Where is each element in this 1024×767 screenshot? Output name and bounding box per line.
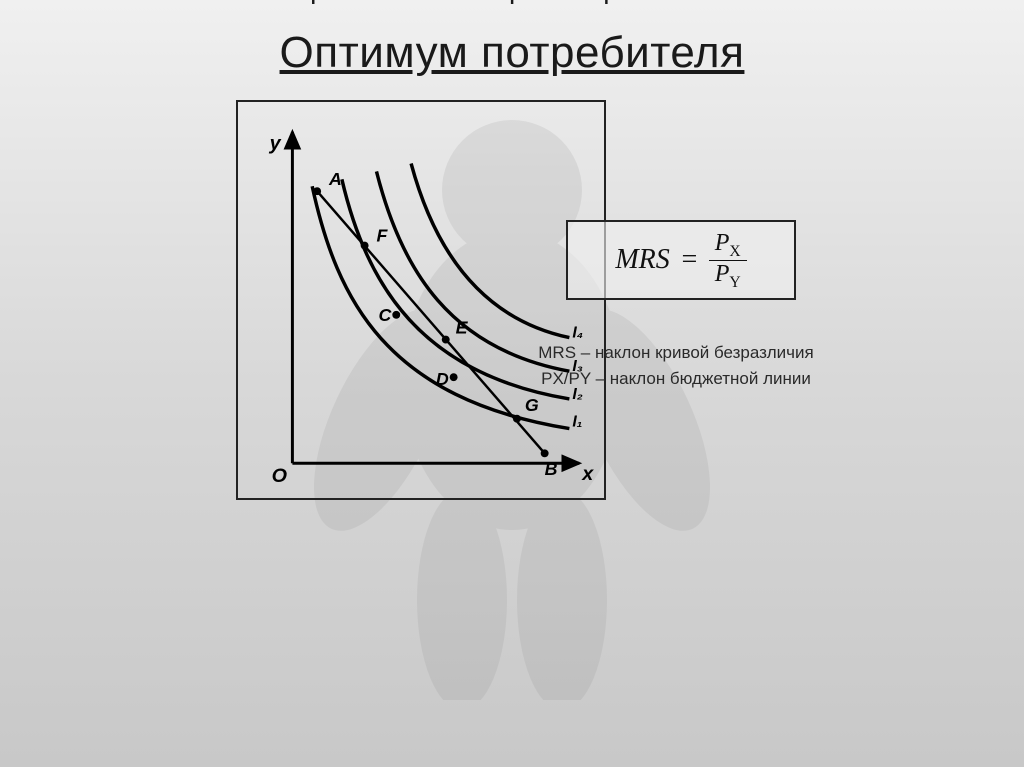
svg-text:G: G xyxy=(525,395,539,415)
svg-text:C: C xyxy=(378,305,392,325)
formula-captions: MRS – наклон кривой безразличия PX/PY – … xyxy=(496,340,856,391)
svg-text:O: O xyxy=(272,465,288,487)
mrs-formula: MRS = PX PY xyxy=(615,230,746,291)
svg-text:I₁: I₁ xyxy=(572,414,582,431)
svg-text:A: A xyxy=(328,169,342,189)
page-title: Оптимум потребителя xyxy=(0,0,1024,78)
svg-text:E: E xyxy=(456,318,469,338)
formula-box: MRS = PX PY xyxy=(566,220,796,300)
formula-fraction: PX PY xyxy=(709,230,747,291)
svg-text:x: x xyxy=(581,463,594,485)
question-text: Какой набор товаров выберет наш потребит… xyxy=(0,0,1024,8)
caption-mrs: MRS – наклон кривой безразличия xyxy=(496,340,856,366)
formula-lhs: MRS xyxy=(615,244,669,276)
diagram-area: yxOI₁I₂I₃I₄AFCEDGB MRS = PX PY MRS – нак… xyxy=(236,100,784,500)
caption-pxpy: PX/PY – наклон бюджетной линии xyxy=(496,366,856,392)
formula-eq: = xyxy=(680,244,699,276)
chart-container: yxOI₁I₂I₃I₄AFCEDGB xyxy=(236,100,606,500)
svg-text:F: F xyxy=(376,226,388,246)
svg-text:B: B xyxy=(545,459,558,479)
svg-text:y: y xyxy=(269,133,282,155)
indifference-chart: yxOI₁I₂I₃I₄AFCEDGB xyxy=(238,102,604,498)
svg-text:D: D xyxy=(436,369,449,389)
